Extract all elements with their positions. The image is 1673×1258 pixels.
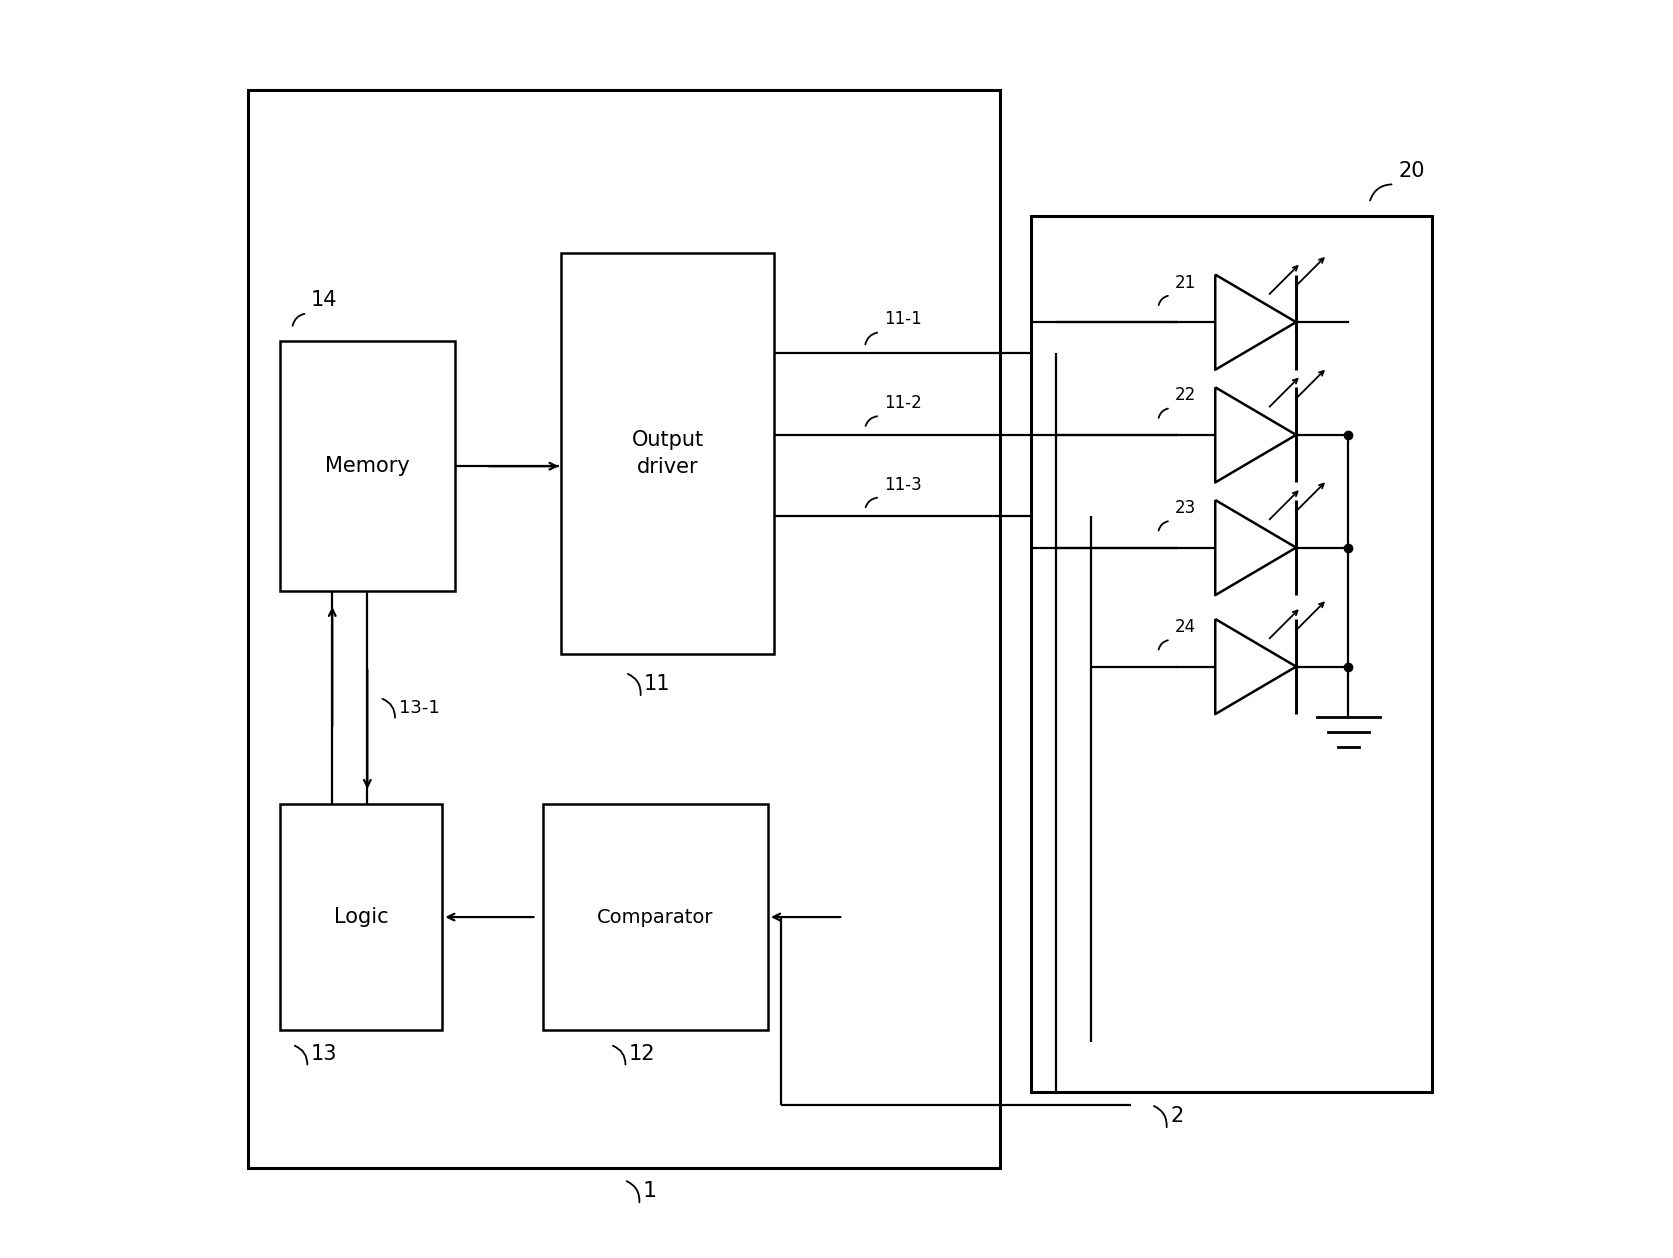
Text: Output
driver: Output driver: [631, 430, 704, 477]
Bar: [1031, 215, 1430, 1092]
Text: 11-2: 11-2: [883, 394, 920, 413]
Text: 11-1: 11-1: [883, 311, 920, 328]
Bar: [560, 253, 775, 654]
Text: Logic: Logic: [333, 907, 388, 927]
Text: 1: 1: [642, 1181, 656, 1201]
Text: 11-3: 11-3: [883, 476, 920, 493]
Bar: [279, 804, 442, 1030]
Text: 21: 21: [1174, 273, 1195, 292]
Bar: [279, 341, 455, 591]
Bar: [248, 91, 999, 1167]
Text: 13: 13: [311, 1044, 338, 1063]
Text: Comparator: Comparator: [597, 907, 713, 927]
Text: 2: 2: [1169, 1106, 1183, 1126]
Text: 23: 23: [1174, 499, 1195, 517]
Bar: [542, 804, 768, 1030]
Text: 14: 14: [311, 289, 338, 309]
Text: 22: 22: [1174, 386, 1195, 404]
Text: Memory: Memory: [325, 457, 410, 477]
Text: 13-1: 13-1: [398, 698, 438, 717]
Text: 20: 20: [1397, 161, 1424, 181]
Text: 12: 12: [629, 1044, 656, 1063]
Text: 11: 11: [644, 674, 671, 694]
Text: 24: 24: [1174, 618, 1195, 637]
